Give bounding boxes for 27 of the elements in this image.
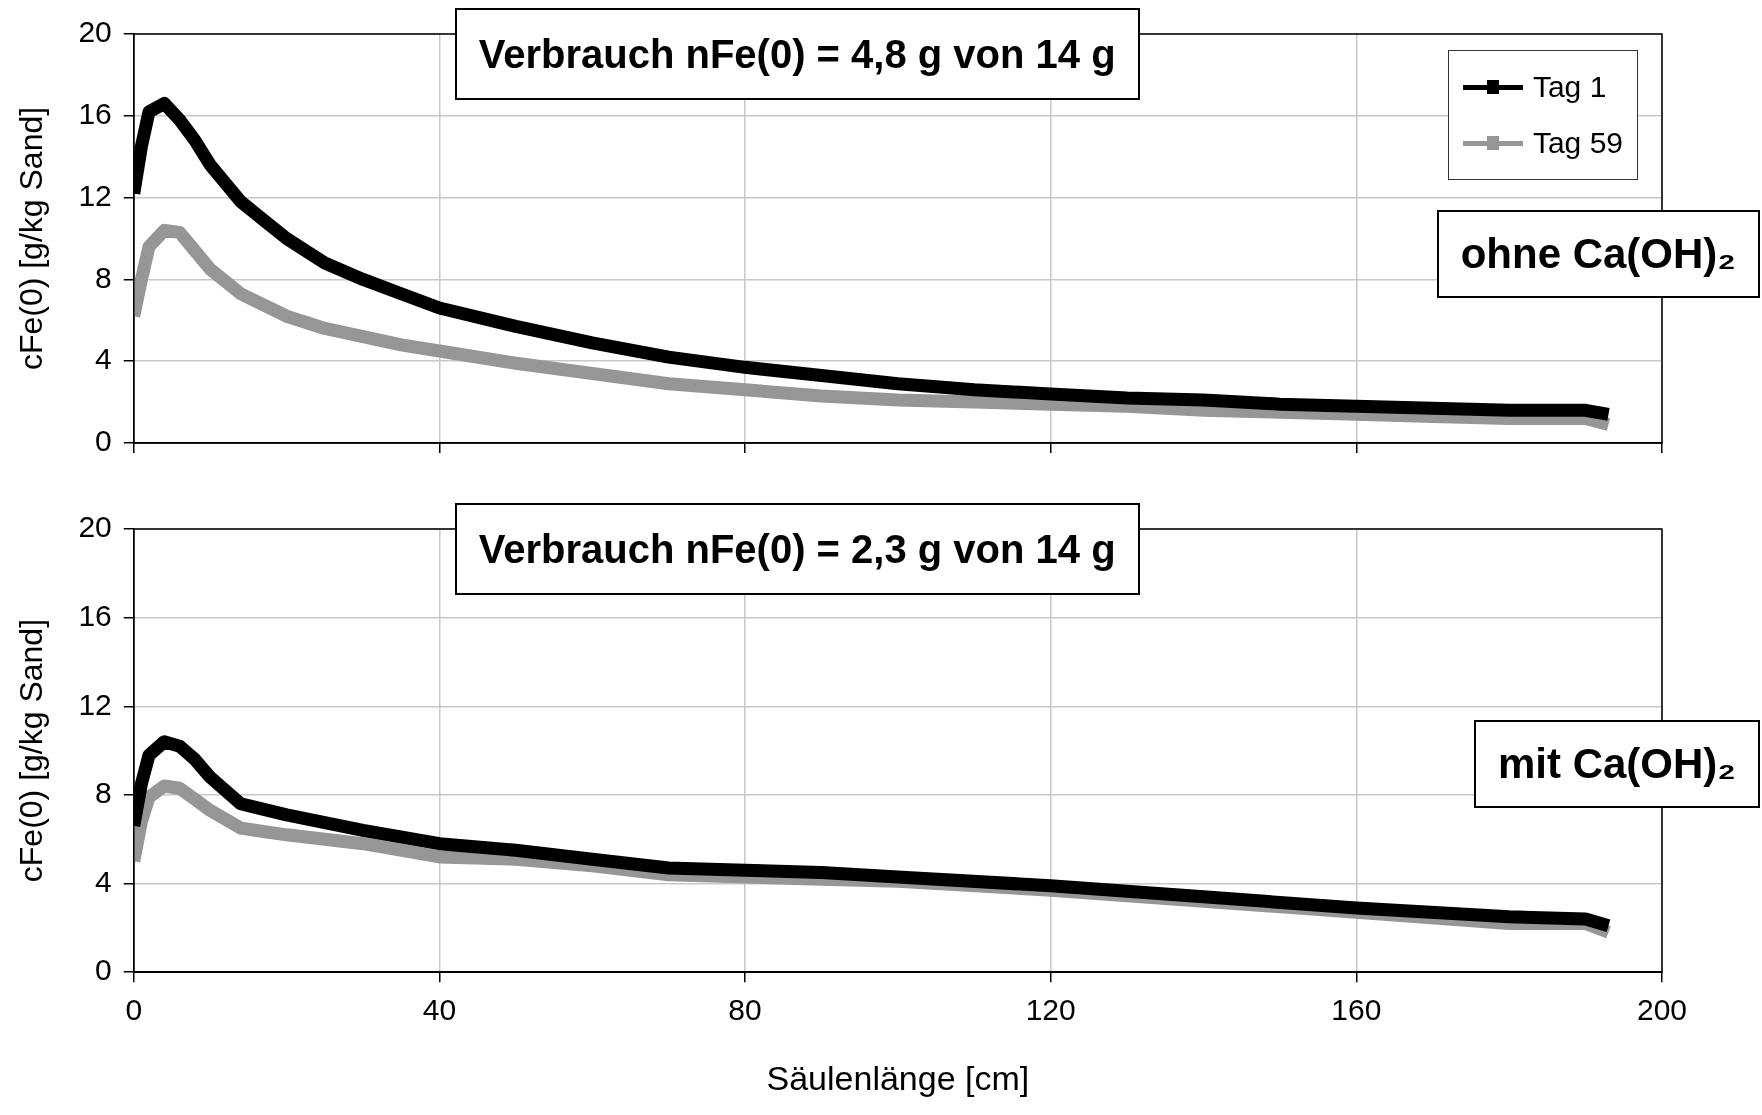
x-axis-title: Säulenlänge [cm]: [766, 1058, 1030, 1097]
x-tick-label: 80: [728, 993, 762, 1027]
annotation: mit Ca(OH)₂: [1474, 719, 1760, 808]
annotation: Verbrauch nFe(0) = 2,3 g von 14 g: [454, 503, 1140, 595]
annotation: Verbrauch nFe(0) = 4,8 g von 14 g: [454, 8, 1140, 100]
y-axis-title: cFe(0) [g/kg Sand]: [13, 618, 50, 883]
legend-label: Tag 59: [1532, 126, 1623, 160]
y-tick-label: 16: [78, 598, 112, 632]
x-tick-label: 160: [1331, 993, 1382, 1027]
x-tick-label: 120: [1025, 993, 1076, 1027]
y-tick-label: 0: [95, 424, 112, 458]
x-tick-label: 200: [1636, 993, 1688, 1027]
legend-label: Tag 1: [1532, 70, 1607, 104]
y-tick-label: 12: [78, 178, 112, 212]
x-tick-label: 40: [422, 993, 457, 1027]
y-tick-label: 20: [78, 510, 112, 544]
y-tick-label: 12: [78, 687, 112, 721]
y-tick-label: 20: [78, 15, 112, 49]
y-tick-label: 8: [95, 776, 112, 810]
y-axis-title: cFe(0) [g/kg Sand]: [13, 106, 50, 371]
y-tick-label: 4: [95, 342, 112, 376]
annotation: ohne Ca(OH)₂: [1436, 209, 1760, 298]
x-tick-label: 0: [125, 993, 143, 1027]
y-tick-label: 8: [95, 260, 112, 294]
y-tick-label: 0: [95, 953, 112, 987]
y-tick-label: 4: [95, 864, 112, 898]
y-tick-label: 16: [78, 97, 112, 131]
